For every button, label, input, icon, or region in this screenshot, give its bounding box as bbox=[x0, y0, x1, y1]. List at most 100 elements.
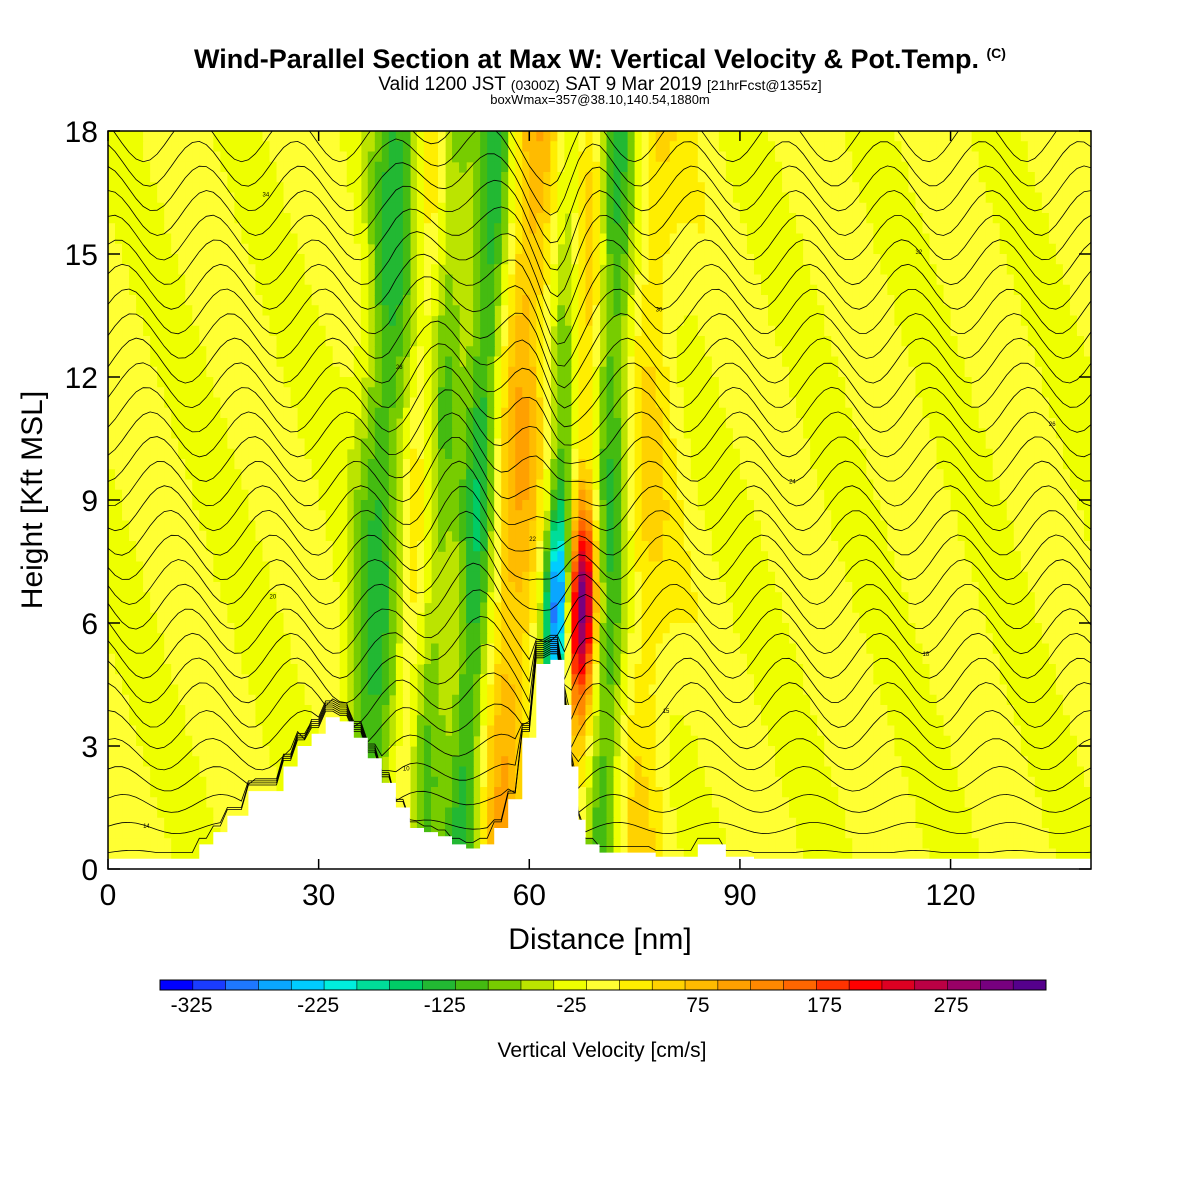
field-cell bbox=[501, 407, 509, 419]
field-cell bbox=[304, 213, 313, 224]
field-cell bbox=[985, 336, 994, 347]
field-cell bbox=[915, 192, 924, 204]
field-cell bbox=[782, 151, 790, 163]
field-cell bbox=[227, 356, 235, 368]
field-cell bbox=[522, 336, 530, 347]
field-cell bbox=[395, 346, 404, 358]
field-cell bbox=[487, 438, 495, 450]
field-cell bbox=[269, 356, 278, 368]
field-cell bbox=[985, 192, 994, 204]
field-cell bbox=[136, 264, 144, 276]
field-cell bbox=[276, 182, 285, 194]
field-cell bbox=[501, 418, 509, 429]
field-cell bbox=[1034, 284, 1043, 296]
field-cell bbox=[620, 264, 629, 276]
field-cell bbox=[627, 161, 636, 173]
field-cell bbox=[360, 305, 369, 317]
field-cell bbox=[838, 254, 846, 265]
field-cell bbox=[269, 192, 278, 204]
field-cell bbox=[964, 233, 973, 245]
field-cell bbox=[381, 500, 390, 511]
field-cell bbox=[908, 295, 917, 306]
field-cell bbox=[690, 387, 699, 399]
field-cell bbox=[395, 295, 404, 306]
field-cell bbox=[606, 305, 615, 317]
field-cell bbox=[697, 131, 706, 142]
field-cell bbox=[129, 397, 137, 409]
field-cell bbox=[416, 325, 425, 337]
field-cell bbox=[620, 223, 629, 235]
field-cell bbox=[297, 243, 306, 255]
field-cell bbox=[859, 428, 867, 440]
field-cell bbox=[732, 387, 741, 399]
field-cell bbox=[803, 192, 811, 204]
field-cell bbox=[395, 192, 404, 204]
field-cell bbox=[718, 346, 727, 358]
field-cell bbox=[873, 233, 881, 245]
field-cell bbox=[529, 233, 537, 245]
field-cell bbox=[697, 223, 706, 235]
field-cell bbox=[789, 315, 797, 327]
field-cell bbox=[290, 192, 299, 204]
field-cell bbox=[473, 459, 481, 470]
field-cell bbox=[690, 489, 699, 501]
field-cell bbox=[985, 459, 994, 470]
field-cell bbox=[950, 448, 959, 460]
field-cell bbox=[241, 182, 250, 194]
field-cell bbox=[374, 325, 383, 337]
field-cell bbox=[683, 448, 692, 460]
field-cell bbox=[157, 182, 165, 194]
field-cell bbox=[269, 469, 278, 481]
field-cell bbox=[430, 202, 439, 214]
field-cell bbox=[704, 131, 713, 142]
field-cell bbox=[276, 223, 285, 235]
field-cell bbox=[585, 213, 594, 224]
field-cell bbox=[1041, 192, 1050, 204]
field-cell bbox=[241, 172, 250, 183]
field-cell bbox=[725, 254, 734, 265]
field-cell bbox=[564, 500, 573, 511]
field-cell bbox=[227, 346, 235, 358]
field-cell bbox=[880, 448, 888, 460]
field-cell bbox=[985, 397, 994, 409]
field-cell bbox=[381, 172, 390, 183]
field-cell bbox=[283, 510, 292, 522]
field-cell bbox=[585, 397, 594, 409]
field-cell bbox=[978, 489, 987, 501]
field-cell bbox=[164, 315, 172, 327]
field-cell bbox=[1041, 131, 1050, 142]
field-cell bbox=[115, 305, 123, 317]
field-cell bbox=[367, 469, 376, 481]
field-cell bbox=[227, 438, 235, 450]
field-cell bbox=[283, 346, 292, 358]
field-cell bbox=[704, 438, 713, 450]
field-cell bbox=[985, 366, 994, 378]
field-cell bbox=[213, 356, 221, 368]
field-cell bbox=[810, 295, 818, 306]
field-cell bbox=[290, 407, 299, 419]
field-cell bbox=[1083, 407, 1091, 419]
field-cell bbox=[760, 366, 769, 378]
field-cell bbox=[311, 489, 320, 501]
field-cell bbox=[234, 356, 243, 368]
field-cell bbox=[332, 284, 341, 296]
field-cell bbox=[557, 192, 565, 204]
field-cell bbox=[648, 315, 657, 327]
field-cell bbox=[1027, 459, 1036, 470]
field-cell bbox=[367, 479, 376, 491]
field-cell bbox=[634, 192, 643, 204]
field-cell bbox=[620, 233, 629, 245]
field-cell bbox=[332, 131, 341, 142]
field-cell bbox=[810, 213, 818, 224]
field-cell bbox=[213, 274, 221, 286]
field-cell bbox=[592, 336, 601, 347]
field-cell bbox=[943, 479, 952, 491]
field-cell bbox=[1041, 366, 1050, 378]
field-cell bbox=[136, 141, 144, 153]
field-cell bbox=[831, 438, 839, 450]
field-cell bbox=[655, 418, 664, 429]
field-cell bbox=[318, 274, 327, 286]
field-cell bbox=[1062, 315, 1071, 327]
field-cell bbox=[290, 510, 299, 522]
field-cell bbox=[746, 182, 755, 194]
